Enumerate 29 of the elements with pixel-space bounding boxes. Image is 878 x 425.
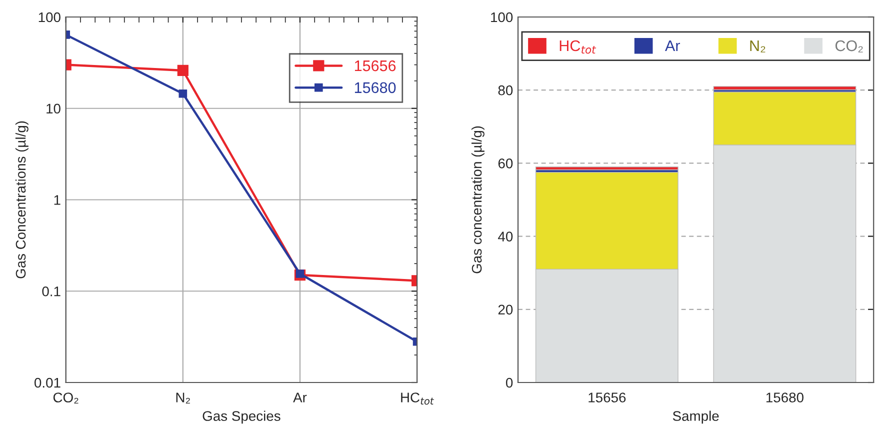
y-tick-label: 0 <box>506 378 513 388</box>
x-axis-title: Sample <box>672 410 719 424</box>
y-tick-label: 1 <box>54 195 60 205</box>
x-tick-label: HC$_{tot}$ <box>401 392 434 405</box>
x-tick-label: 15680 <box>766 392 804 402</box>
x-tick-label: 15656 <box>588 392 626 402</box>
bar <box>713 86 856 90</box>
y-tick-label: 10 <box>46 104 60 114</box>
legend-label: 15680 <box>354 82 396 94</box>
x-tick-label: CO₂ <box>53 392 78 404</box>
y-axis-title: Gas concentration (µl/g) <box>471 126 484 274</box>
y-tick-label: 100 <box>38 12 60 22</box>
legend-label: Ar <box>664 40 680 52</box>
legend-label: 15656 <box>354 60 396 72</box>
x-tick-label: N₂ <box>176 392 190 404</box>
y-tick-label: 0.01 <box>34 378 60 388</box>
y-tick-label: 60 <box>498 158 513 168</box>
y-tick-label: 20 <box>498 304 513 315</box>
y-axis-title: Gas Concentrations (µl/g) <box>15 121 28 278</box>
y-tick-label: 100 <box>491 12 513 22</box>
legend-label: CO₂ <box>835 40 863 52</box>
y-tick-label: 0.1 <box>42 286 60 296</box>
x-tick-label: Ar <box>293 392 307 402</box>
y-tick-label: 80 <box>498 85 513 96</box>
bar <box>535 166 678 170</box>
legend-label: HC$_{tot}$ <box>560 40 596 54</box>
x-axis-title: Gas Species <box>202 410 280 424</box>
y-tick-label: 40 <box>498 232 513 242</box>
legend-label: N₂ <box>750 40 766 52</box>
